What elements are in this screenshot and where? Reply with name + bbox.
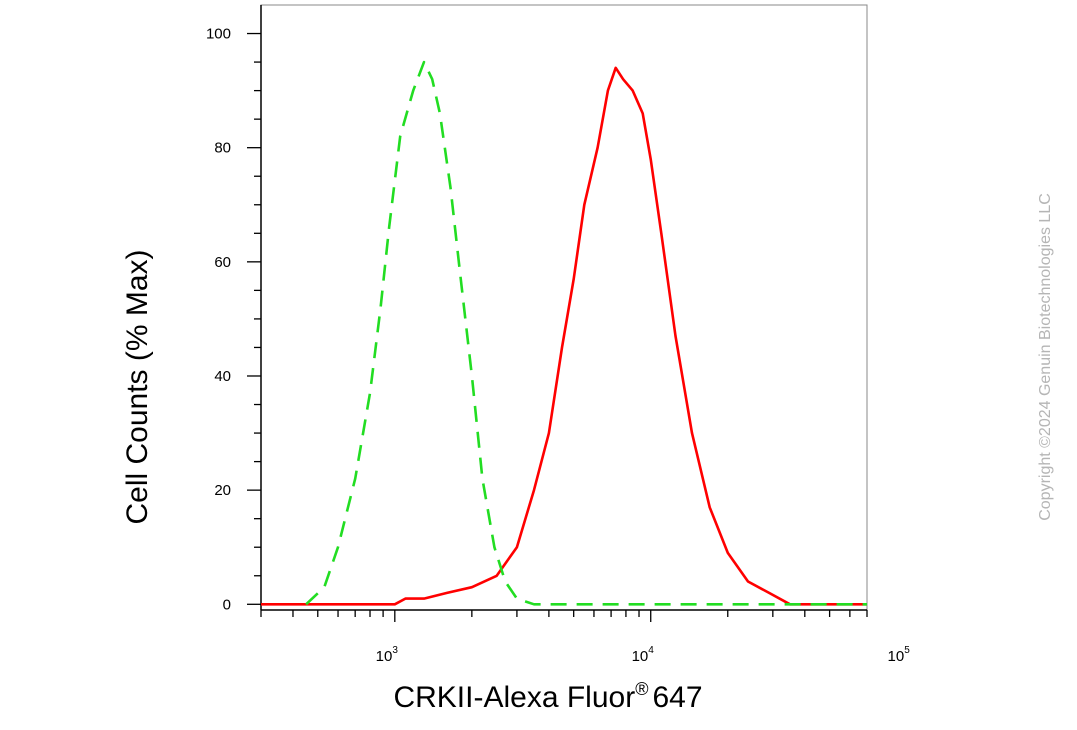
y-tick-label: 100: [206, 26, 231, 43]
y-tick-label: 20: [214, 482, 231, 499]
x-axis-title: CRKII-Alexa Fluor® 647: [393, 679, 702, 714]
x-axis-title-registered-mark: ®: [635, 679, 648, 699]
x-axis-title-main: CRKII-Alexa Fluor: [393, 681, 635, 714]
copyright-watermark: Copyright ©2024 Genuin Biotechnologies L…: [1037, 193, 1054, 521]
x-tick-label: 103: [376, 645, 399, 665]
y-axis: 0 20 40 60 80 100: [206, 5, 262, 613]
plot-frame: [260, 4, 868, 611]
x-tick-label: 105: [888, 645, 911, 665]
y-tick-label: 80: [214, 140, 231, 157]
y-axis-title: Cell Counts (% Max): [121, 249, 154, 524]
y-tick-label: 0: [223, 596, 231, 613]
control-histogram-line: [305, 60, 867, 606]
x-axis-title-suffix: 647: [652, 681, 702, 714]
x-axis: 103 104 105: [260, 609, 911, 665]
sample-histogram-line: [261, 66, 867, 606]
x-tick-label: 104: [632, 645, 655, 665]
y-tick-label: 40: [214, 368, 231, 385]
y-tick-label: 60: [214, 254, 231, 271]
series-layer: [261, 60, 867, 606]
